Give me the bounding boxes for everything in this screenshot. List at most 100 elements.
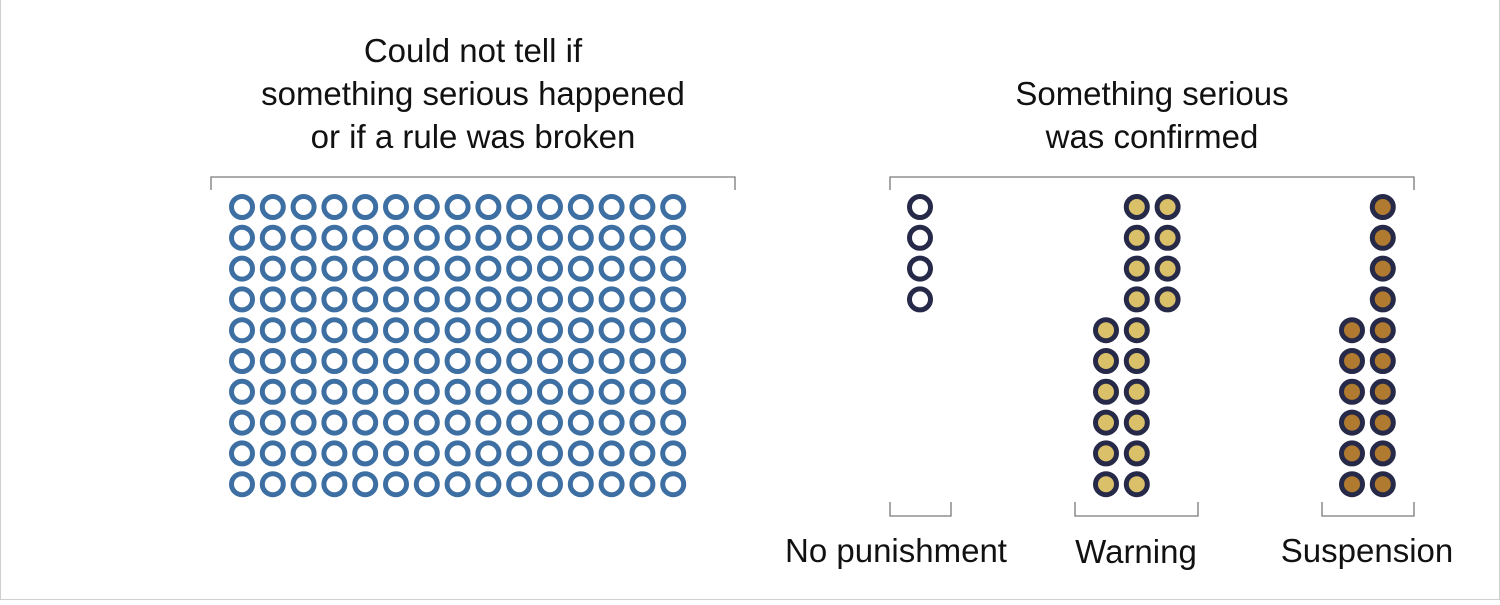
dot-uncertain xyxy=(475,194,502,220)
left-group-title-line-2: something serious happened xyxy=(261,75,685,112)
dot-uncertain xyxy=(383,378,409,405)
dot-uncertain xyxy=(598,348,625,374)
dot-uncertain xyxy=(229,471,255,498)
dot-uncertain xyxy=(629,317,656,344)
dot-uncertain xyxy=(506,378,533,405)
dot-uncertain xyxy=(475,378,502,405)
dot-uncertain xyxy=(598,194,625,220)
dot-uncertain xyxy=(413,317,440,344)
dot-uncertain xyxy=(413,471,440,498)
dot-uncertain xyxy=(567,471,594,498)
dot-uncertain xyxy=(444,348,471,374)
dot-uncertain xyxy=(567,255,594,282)
dot-uncertain xyxy=(567,348,594,374)
dot-uncertain xyxy=(383,348,409,374)
dot-warning xyxy=(1154,194,1181,220)
dot-uncertain xyxy=(290,471,317,498)
dot-uncertain xyxy=(259,348,286,374)
dot-uncertain xyxy=(567,286,594,313)
dot-uncertain xyxy=(444,317,471,344)
dot-uncertain xyxy=(321,348,348,374)
dot-uncertain xyxy=(413,440,440,467)
dot-uncertain xyxy=(475,440,502,467)
dot-uncertain xyxy=(259,224,286,251)
dot-uncertain xyxy=(660,440,687,467)
dot-uncertain xyxy=(352,286,379,313)
dot-uncertain xyxy=(567,194,594,220)
dot-uncertain xyxy=(259,194,286,220)
dot-uncertain xyxy=(629,348,656,374)
dot-uncertain xyxy=(352,471,379,498)
dot-warning xyxy=(1154,255,1181,282)
dot-uncertain xyxy=(537,317,563,344)
dot-uncertain xyxy=(598,255,625,282)
dot-warning xyxy=(1123,317,1150,344)
dot-warning xyxy=(1123,224,1150,251)
dot-suspension xyxy=(1369,378,1396,405)
dot-warning xyxy=(1123,471,1150,498)
dot-uncertain xyxy=(290,194,317,220)
dot-uncertain xyxy=(506,317,533,344)
dot-uncertain xyxy=(229,409,255,436)
no-punishment-bracket xyxy=(889,502,952,517)
dot-uncertain xyxy=(352,224,379,251)
dot-suspension xyxy=(1369,194,1396,220)
dot-uncertain xyxy=(444,286,471,313)
dot-uncertain xyxy=(629,255,656,282)
dot-uncertain xyxy=(506,348,533,374)
warning-bracket xyxy=(1074,502,1199,517)
dot-uncertain xyxy=(506,471,533,498)
dot-suspension xyxy=(1339,409,1365,436)
dot-uncertain xyxy=(567,224,594,251)
dot-uncertain xyxy=(259,471,286,498)
dot-uncertain xyxy=(321,317,348,344)
right-group-title-line-2: was confirmed xyxy=(1045,118,1259,155)
dot-uncertain xyxy=(660,255,687,282)
dot-suspension xyxy=(1369,255,1396,282)
dot-uncertain xyxy=(321,409,348,436)
dot-warning xyxy=(1123,255,1150,282)
dot-warning xyxy=(1123,409,1150,436)
dot-uncertain xyxy=(229,286,255,313)
dot-suspension xyxy=(1369,286,1396,313)
dot-uncertain xyxy=(506,440,533,467)
dot-uncertain xyxy=(321,378,348,405)
dots-layer xyxy=(229,194,1396,498)
dot-suspension xyxy=(1369,348,1396,374)
dot-uncertain xyxy=(413,224,440,251)
dot-uncertain xyxy=(660,317,687,344)
dot-warning xyxy=(1154,224,1181,251)
dot-uncertain xyxy=(629,224,656,251)
dot-uncertain xyxy=(229,194,255,220)
dot-uncertain xyxy=(413,255,440,282)
dot-uncertain xyxy=(567,440,594,467)
dot-warning xyxy=(1093,348,1119,374)
dot-uncertain xyxy=(444,471,471,498)
dot-uncertain xyxy=(629,378,656,405)
dot-uncertain xyxy=(383,194,409,220)
dot-uncertain xyxy=(506,409,533,436)
category-label-suspension: Suspension xyxy=(1281,532,1453,569)
dot-uncertain xyxy=(537,471,563,498)
dot-uncertain xyxy=(567,378,594,405)
dot-uncertain xyxy=(567,409,594,436)
dot-no-punishment xyxy=(907,286,933,313)
dot-uncertain xyxy=(352,409,379,436)
dot-uncertain xyxy=(413,286,440,313)
dot-suspension xyxy=(1369,471,1396,498)
dot-uncertain xyxy=(259,317,286,344)
dot-uncertain xyxy=(352,317,379,344)
dot-uncertain xyxy=(352,378,379,405)
dot-uncertain xyxy=(444,255,471,282)
dot-uncertain xyxy=(475,317,502,344)
dot-uncertain xyxy=(598,409,625,436)
dot-uncertain xyxy=(475,348,502,374)
dot-suspension xyxy=(1339,378,1365,405)
dot-uncertain xyxy=(660,409,687,436)
dot-uncertain xyxy=(506,224,533,251)
dot-uncertain xyxy=(537,194,563,220)
dot-uncertain xyxy=(629,471,656,498)
dot-uncertain xyxy=(290,440,317,467)
dot-warning xyxy=(1123,286,1150,313)
dot-uncertain xyxy=(229,224,255,251)
